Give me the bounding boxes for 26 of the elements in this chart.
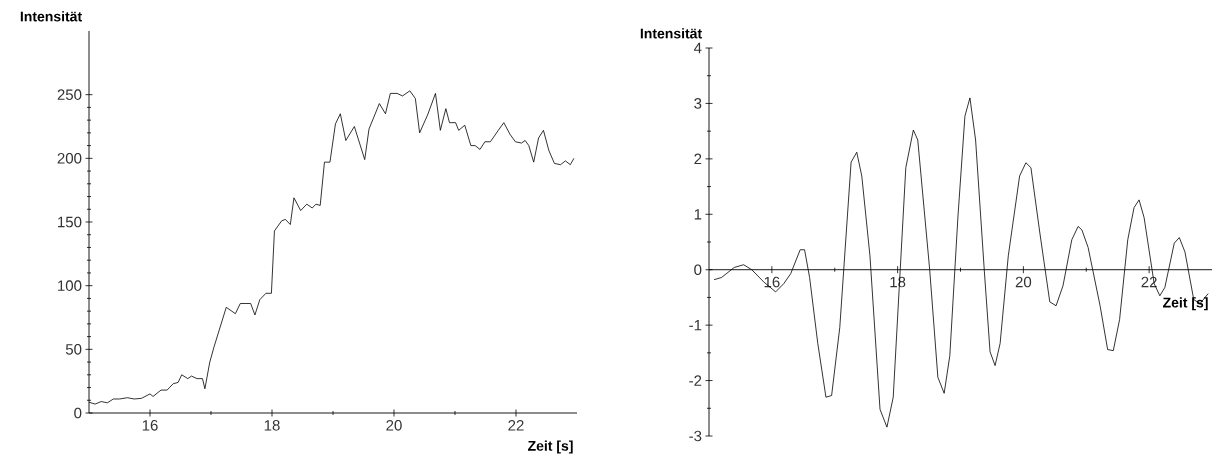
y-tick-label: 200 [57,153,82,164]
y-tick-label: 100 [58,280,82,291]
x-tick-label: 18 [264,420,280,431]
y-tick-label: 4 [693,42,702,54]
x-tick-label: 16 [142,420,158,431]
y-tick-label: 1 [694,209,702,220]
x-tick-label: 22 [508,420,524,431]
x-tick-label: 16 [764,276,780,288]
y-axis-title: Intensität [640,28,702,39]
y-axis-title: Intensität [20,11,82,22]
x-tick-label: 20 [1015,276,1032,288]
y-tick-label: -3 [689,430,702,442]
y-tick-label: 2 [694,153,702,165]
y-tick-label: 0 [694,264,702,276]
x-axis-title: Zeit [s] [1163,297,1208,311]
x-axis-title: Zeit [s] [528,440,573,454]
x-tick-label: 20 [386,420,402,431]
x-tick-label: 22 [1141,276,1157,288]
y-tick-label: 50 [65,344,82,355]
y-tick-label: -2 [689,375,702,386]
y-tick-label: 3 [694,98,702,109]
line-series [713,97,1209,428]
y-tick-label: 150 [58,216,82,228]
y-tick-label: 0 [74,407,82,419]
y-tick-label: 250 [57,89,82,100]
y-tick-label: -1 [689,319,702,331]
